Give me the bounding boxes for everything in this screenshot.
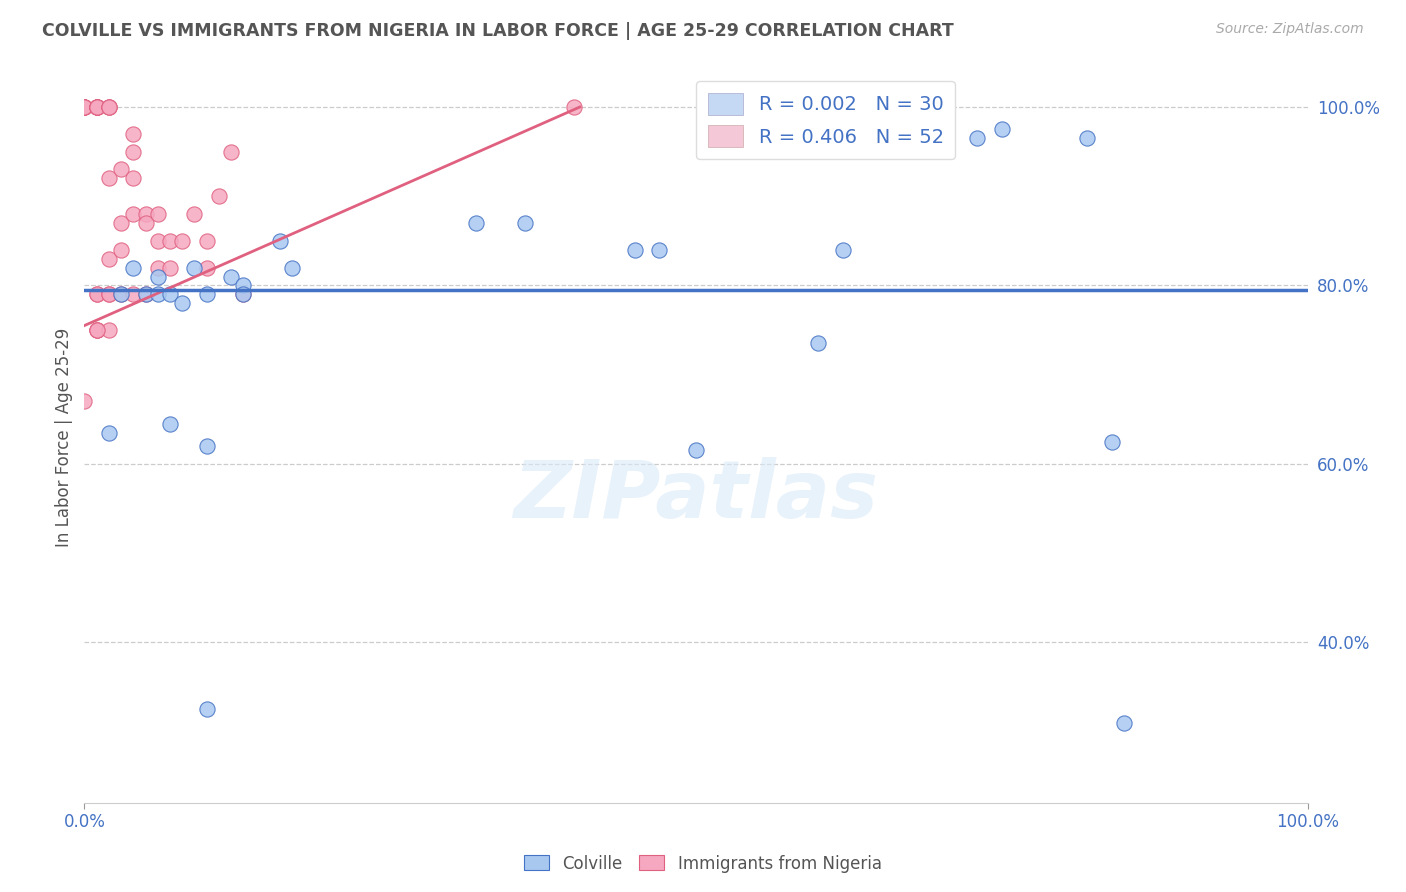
Point	[135, 287, 157, 301]
Point	[195, 234, 218, 248]
Point	[159, 260, 181, 275]
Y-axis label: In Labor Force | Age 25-29: In Labor Force | Age 25-29	[55, 327, 73, 547]
Point	[110, 287, 132, 301]
Point	[648, 243, 671, 257]
Point	[97, 171, 120, 186]
Point	[86, 100, 108, 114]
Point	[685, 443, 707, 458]
Point	[110, 287, 132, 301]
Point	[122, 145, 145, 159]
Text: Source: ZipAtlas.com: Source: ZipAtlas.com	[1216, 22, 1364, 37]
Point	[146, 260, 169, 275]
Point	[195, 702, 218, 716]
Point	[73, 100, 96, 114]
Point	[97, 287, 120, 301]
Point	[97, 425, 120, 440]
Point	[513, 216, 536, 230]
Point	[135, 216, 157, 230]
Point	[86, 100, 108, 114]
Point	[269, 234, 291, 248]
Point	[232, 287, 254, 301]
Point	[97, 287, 120, 301]
Point	[146, 287, 169, 301]
Point	[1076, 131, 1098, 145]
Point	[195, 439, 218, 453]
Point	[990, 122, 1012, 136]
Point	[219, 145, 242, 159]
Point	[73, 100, 96, 114]
Point	[232, 278, 254, 293]
Point	[135, 287, 157, 301]
Point	[86, 287, 108, 301]
Text: ZIPatlas: ZIPatlas	[513, 457, 879, 534]
Point	[146, 234, 169, 248]
Point	[86, 323, 108, 337]
Point	[122, 127, 145, 141]
Point	[86, 100, 108, 114]
Point	[122, 171, 145, 186]
Text: COLVILLE VS IMMIGRANTS FROM NIGERIA IN LABOR FORCE | AGE 25-29 CORRELATION CHART: COLVILLE VS IMMIGRANTS FROM NIGERIA IN L…	[42, 22, 953, 40]
Legend: Colville, Immigrants from Nigeria: Colville, Immigrants from Nigeria	[517, 848, 889, 880]
Point	[219, 269, 242, 284]
Point	[122, 287, 145, 301]
Legend: R = 0.002   N = 30, R = 0.406   N = 52: R = 0.002 N = 30, R = 0.406 N = 52	[696, 81, 955, 159]
Point	[195, 287, 218, 301]
Point	[1114, 715, 1136, 730]
Point	[86, 287, 108, 301]
Point	[97, 323, 120, 337]
Point	[807, 336, 830, 351]
Point	[122, 260, 145, 275]
Point	[183, 260, 205, 275]
Point	[159, 234, 181, 248]
Point	[195, 260, 218, 275]
Point	[110, 162, 132, 177]
Point	[1101, 434, 1123, 449]
Point	[86, 100, 108, 114]
Point	[135, 207, 157, 221]
Point	[97, 100, 120, 114]
Point	[464, 216, 486, 230]
Point	[73, 100, 96, 114]
Point	[73, 100, 96, 114]
Point	[86, 323, 108, 337]
Point	[73, 100, 96, 114]
Point	[172, 296, 194, 310]
Point	[159, 417, 181, 431]
Point	[122, 207, 145, 221]
Point	[97, 100, 120, 114]
Point	[86, 100, 108, 114]
Point	[966, 131, 988, 145]
Point	[110, 216, 132, 230]
Point	[146, 207, 169, 221]
Point	[624, 243, 647, 257]
Point	[562, 100, 585, 114]
Point	[281, 260, 304, 275]
Point	[831, 243, 853, 257]
Point	[86, 323, 108, 337]
Point	[110, 243, 132, 257]
Point	[232, 287, 254, 301]
Point	[159, 287, 181, 301]
Point	[73, 100, 96, 114]
Point	[208, 189, 231, 203]
Point	[146, 269, 169, 284]
Point	[183, 207, 205, 221]
Point	[172, 234, 194, 248]
Point	[73, 394, 96, 409]
Point	[73, 100, 96, 114]
Point	[86, 100, 108, 114]
Point	[97, 100, 120, 114]
Point	[97, 252, 120, 266]
